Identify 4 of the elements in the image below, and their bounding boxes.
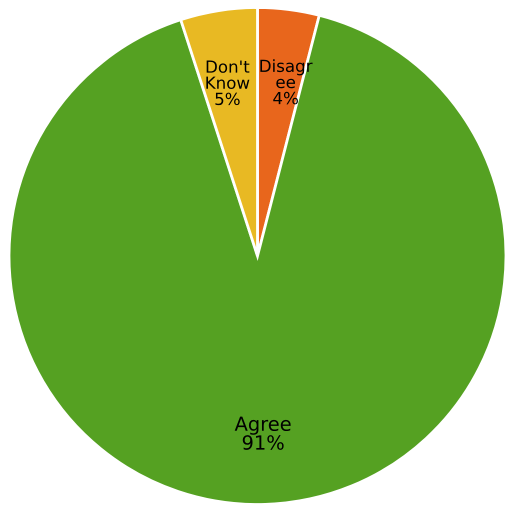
data-label: 91% (242, 435, 284, 450)
slice-label: Don't Know (206, 60, 250, 90)
slice-label: Agree (234, 416, 291, 435)
data-label: 5% (215, 92, 240, 106)
